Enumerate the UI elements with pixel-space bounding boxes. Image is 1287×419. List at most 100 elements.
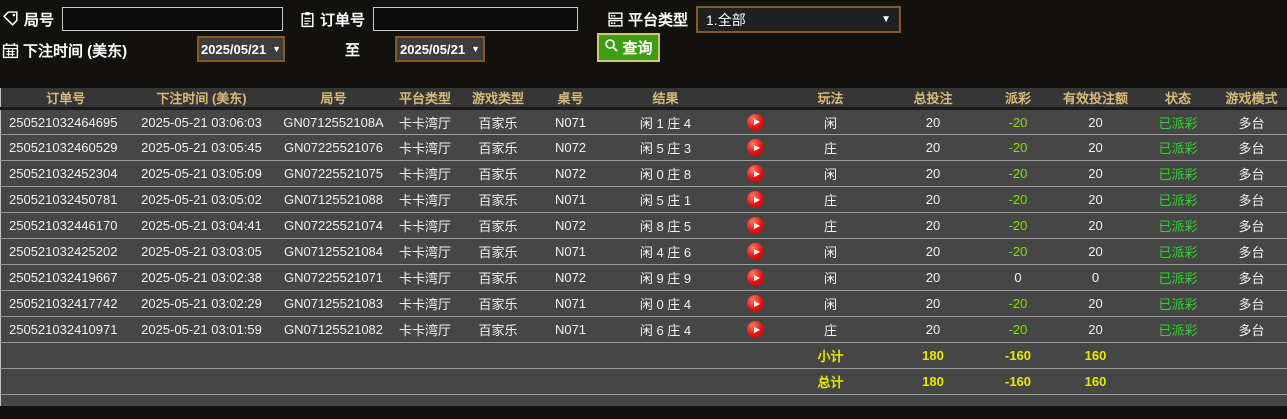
search-button[interactable]: 查询 [597, 33, 660, 62]
replay-play-icon[interactable] [747, 165, 764, 182]
replay-cell [730, 316, 781, 343]
cell-order_no: 250521032446170 [0, 212, 131, 239]
cell-play_type: 庄 [780, 186, 881, 213]
cell-game_no: GN0712552108A [283, 114, 384, 130]
subtotal-payout: -160 [985, 342, 1051, 369]
cell-table_no: N072 [540, 264, 601, 291]
cell-result: 闲 5 庄 3 [600, 134, 731, 161]
cell-payout: -20 [985, 238, 1051, 265]
cell-game_type: 百家乐 [455, 238, 541, 265]
grand-total-table_no [540, 368, 601, 395]
cell-result: 闲 5 庄 1 [600, 186, 731, 213]
cell-platform: 卡卡湾厅 [394, 186, 456, 213]
replay-play-icon[interactable] [747, 243, 764, 260]
cell-total_bet: 20 [880, 290, 986, 317]
subtotal-bet_time [130, 342, 273, 369]
subtotal-result [600, 342, 731, 369]
cell-platform: 卡卡湾厅 [394, 160, 456, 187]
cell-game_type: 百家乐 [455, 186, 541, 213]
cell-table_no: N072 [540, 212, 601, 239]
bet-time-label: 下注时间 (美东) [23, 43, 128, 60]
game-no-input[interactable] [62, 7, 284, 31]
cell-result: 闲 9 庄 9 [600, 264, 731, 291]
cell-payout: -20 [1008, 114, 1028, 130]
cell-order_no: 250521032419667 [0, 264, 131, 291]
col-header-table_no: 桌号 [540, 88, 601, 110]
cell-table_no: N072 [540, 134, 601, 161]
grand-total-platform [394, 368, 456, 395]
play-triangle-icon [753, 119, 760, 125]
grand-total-row: 总计 180 -160 160 [0, 368, 1287, 395]
replay-play-icon[interactable] [747, 269, 764, 286]
cell-valid_bet: 20 [1050, 290, 1141, 317]
col-header-replay [730, 88, 781, 110]
play-triangle-icon [753, 248, 760, 255]
cell-game_no: GN07225521071 [272, 264, 395, 291]
tag-icon [3, 10, 20, 28]
subtotal-game_no [272, 342, 395, 369]
cell-order_no: 250521032425202 [0, 238, 131, 265]
grand-total-status [1140, 368, 1216, 395]
table-body: 250521032464695 2025-05-21 03:06:03 GN0712… [0, 109, 1287, 406]
cell-game_no: GN07225521074 [272, 212, 395, 239]
cell-order_no: 250521032460529 [0, 134, 131, 161]
col-header-order_no: 订单号 [0, 88, 131, 110]
cell-payout: -20 [985, 160, 1051, 187]
grand-total-game_no [272, 368, 395, 395]
cell-status: 已派彩 [1140, 316, 1216, 343]
cell-total_bet: 20 [880, 186, 986, 213]
platform-select[interactable]: 1.全部 ▼ [696, 6, 902, 33]
col-header-platform: 平台类型 [394, 88, 456, 110]
date-from-picker[interactable]: 2025/05/21 ▼ [197, 36, 285, 62]
cell-bet_time: 2025-05-21 03:06:03 [141, 114, 262, 130]
clipboard-icon [299, 11, 316, 28]
game-no-label: 局号 [24, 11, 55, 29]
cell-status: 已派彩 [1140, 160, 1216, 187]
cell-game_type: 百家乐 [455, 160, 541, 187]
cell-table_no: N072 [540, 160, 601, 187]
cell-order_no: 250521032410971 [0, 316, 131, 343]
subtotal-mode [1215, 342, 1287, 369]
cell-mode: 多台 [1215, 264, 1287, 291]
date-from-value: 2025/05/21 [201, 41, 267, 57]
cell-result: 闲 4 庄 6 [600, 238, 731, 265]
replay-cell [730, 290, 781, 317]
play-triangle-icon [753, 196, 760, 203]
play-triangle-icon [753, 300, 760, 307]
cell-result: 闲 1 庄 4 [639, 115, 692, 131]
cell-total_bet: 20 [880, 212, 986, 239]
replay-play-icon[interactable] [747, 295, 764, 312]
order-no-input[interactable] [373, 7, 579, 31]
cell-play_type: 闲 [780, 160, 881, 187]
game-no-filter: 局号 [3, 7, 284, 31]
platform-label: 平台类型 [628, 12, 689, 29]
cell-mode: 多台 [1238, 115, 1265, 131]
cell-mode: 多台 [1215, 290, 1287, 317]
cell-total_bet: 20 [925, 114, 941, 130]
replay-play-icon[interactable] [747, 217, 764, 234]
replay-play-icon[interactable] [747, 139, 764, 156]
replay-play-icon[interactable] [747, 113, 764, 131]
cell-status: 已派彩 [1140, 134, 1216, 161]
replay-cell [730, 264, 781, 291]
cell-bet_time: 2025-05-21 03:02:29 [130, 290, 273, 317]
cell-total_bet: 20 [880, 134, 986, 161]
replay-cell [730, 134, 781, 161]
cell-table_no: N071 [540, 316, 601, 343]
platform-select-value: 1.全部 [706, 11, 746, 28]
cell-game_no: GN07225521075 [272, 160, 395, 187]
cell-bet_time: 2025-05-21 03:01:59 [130, 316, 273, 343]
table-row: 250521032460529 2025-05-21 03:05:45 GN0722… [0, 134, 1287, 161]
replay-play-icon[interactable] [747, 321, 764, 338]
date-to-picker[interactable]: 2025/05/21 ▼ [395, 36, 485, 62]
grand-total-game_type [455, 368, 541, 395]
cell-platform: 卡卡湾厅 [394, 212, 456, 239]
cell-game_type: 百家乐 [455, 290, 541, 317]
col-header-game_type: 游戏类型 [455, 88, 541, 110]
grand-total-bet_time [130, 368, 273, 395]
records-table: 订单号 下注时间 (美东) 局号 平台类型 游戏类型 桌号 结果 玩法 总投注 派彩 有效投注额 状态… [0, 88, 1287, 406]
replay-play-icon[interactable] [747, 191, 764, 208]
cell-payout: -20 [985, 212, 1051, 239]
filter-bar: 局号 订单号 平台类型 1.全部 ▼ 下注时间 (美东) [0, 0, 1287, 88]
cell-platform: 卡卡湾厅 [398, 115, 451, 131]
